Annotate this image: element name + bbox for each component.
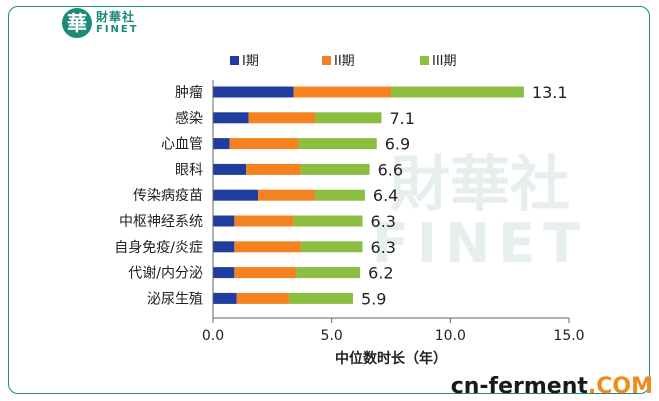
bar-segment bbox=[234, 215, 294, 227]
bar-segment bbox=[213, 163, 247, 175]
total-label: 6.6 bbox=[378, 160, 403, 179]
legend-label: II期 bbox=[334, 54, 355, 69]
category-label: 传染病疫苗 bbox=[133, 188, 203, 204]
bar-segment bbox=[213, 241, 235, 253]
bar-segment bbox=[315, 112, 382, 124]
total-label: 5.9 bbox=[361, 289, 386, 308]
bar-segment bbox=[293, 215, 363, 227]
finet-logo: 華 財華社 FINET bbox=[62, 8, 154, 44]
logo-chinese-text: 財華社 bbox=[96, 10, 136, 24]
legend-swatch bbox=[420, 56, 429, 65]
x-tick-label: 5.0 bbox=[321, 328, 343, 344]
watermark-english: FINET bbox=[372, 212, 588, 275]
category-label: 眼科 bbox=[175, 162, 203, 178]
total-label: 7.1 bbox=[390, 109, 415, 128]
bar-segment bbox=[246, 163, 301, 175]
x-tick-label: 15.0 bbox=[553, 328, 584, 344]
bar-segment bbox=[229, 138, 299, 150]
bar-segment bbox=[234, 267, 297, 279]
logo-english-text: FINET bbox=[96, 24, 139, 35]
bar-segment bbox=[213, 267, 235, 279]
footer-brand-suffix: .COM bbox=[587, 374, 653, 399]
total-label: 6.3 bbox=[371, 212, 396, 231]
finet-seal-icon: 華 bbox=[62, 8, 92, 38]
x-tick-label: 0.0 bbox=[202, 328, 224, 344]
bar-segment bbox=[248, 112, 316, 124]
bar-segment bbox=[213, 292, 237, 304]
bar-segment bbox=[300, 163, 370, 175]
bars-layer bbox=[213, 86, 524, 304]
bar-segment bbox=[298, 138, 377, 150]
bar-segment bbox=[391, 86, 524, 98]
category-label: 心血管 bbox=[161, 137, 203, 153]
total-label: 13.1 bbox=[532, 83, 568, 102]
legend-swatch bbox=[230, 56, 239, 65]
total-label: 6.2 bbox=[368, 264, 393, 283]
footer-brand: cn-ferment.COM bbox=[451, 374, 653, 399]
watermark: 財華社 FINET bbox=[372, 150, 588, 275]
bar-segment bbox=[288, 292, 354, 304]
total-label: 6.4 bbox=[373, 186, 398, 205]
bar-segment bbox=[213, 215, 235, 227]
watermark-chinese: 財華社 bbox=[390, 150, 570, 220]
bar-segment bbox=[300, 241, 363, 253]
category-label: 肿瘤 bbox=[175, 84, 203, 101]
footer-brand-main: cn-ferment bbox=[450, 374, 588, 399]
bar-segment bbox=[213, 86, 294, 98]
x-axis: 0.0 5.0 10.0 15.0 bbox=[202, 80, 585, 344]
x-axis-title: 中位数时长（年） bbox=[335, 350, 447, 367]
bar-segment bbox=[213, 189, 259, 201]
bar-segment bbox=[293, 86, 391, 98]
chart-legend: I期 II期 III期 bbox=[230, 54, 457, 69]
bar-segment bbox=[234, 241, 301, 253]
total-labels: 13.1 7.1 6.9 6.6 6.4 6.3 6.3 6.2 5.9 bbox=[361, 83, 568, 308]
bar-segment bbox=[296, 267, 361, 279]
bar-segment bbox=[258, 189, 316, 201]
bar-segment bbox=[213, 112, 249, 124]
bar-segment bbox=[236, 292, 289, 304]
legend-label: I期 bbox=[242, 54, 259, 69]
bar-segment bbox=[213, 138, 230, 150]
category-label: 泌尿生殖 bbox=[147, 290, 203, 307]
category-label: 中枢神经系统 bbox=[119, 214, 203, 230]
category-label: 代谢/内分泌 bbox=[128, 266, 203, 282]
bar-segment bbox=[315, 189, 365, 201]
category-label: 感染 bbox=[175, 110, 203, 127]
x-tick-label: 10.0 bbox=[435, 328, 466, 344]
category-label: 自身免疫/炎症 bbox=[114, 240, 203, 256]
total-label: 6.3 bbox=[371, 238, 396, 257]
legend-swatch bbox=[322, 56, 331, 65]
total-label: 6.9 bbox=[385, 135, 410, 154]
legend-label: III期 bbox=[432, 54, 457, 69]
